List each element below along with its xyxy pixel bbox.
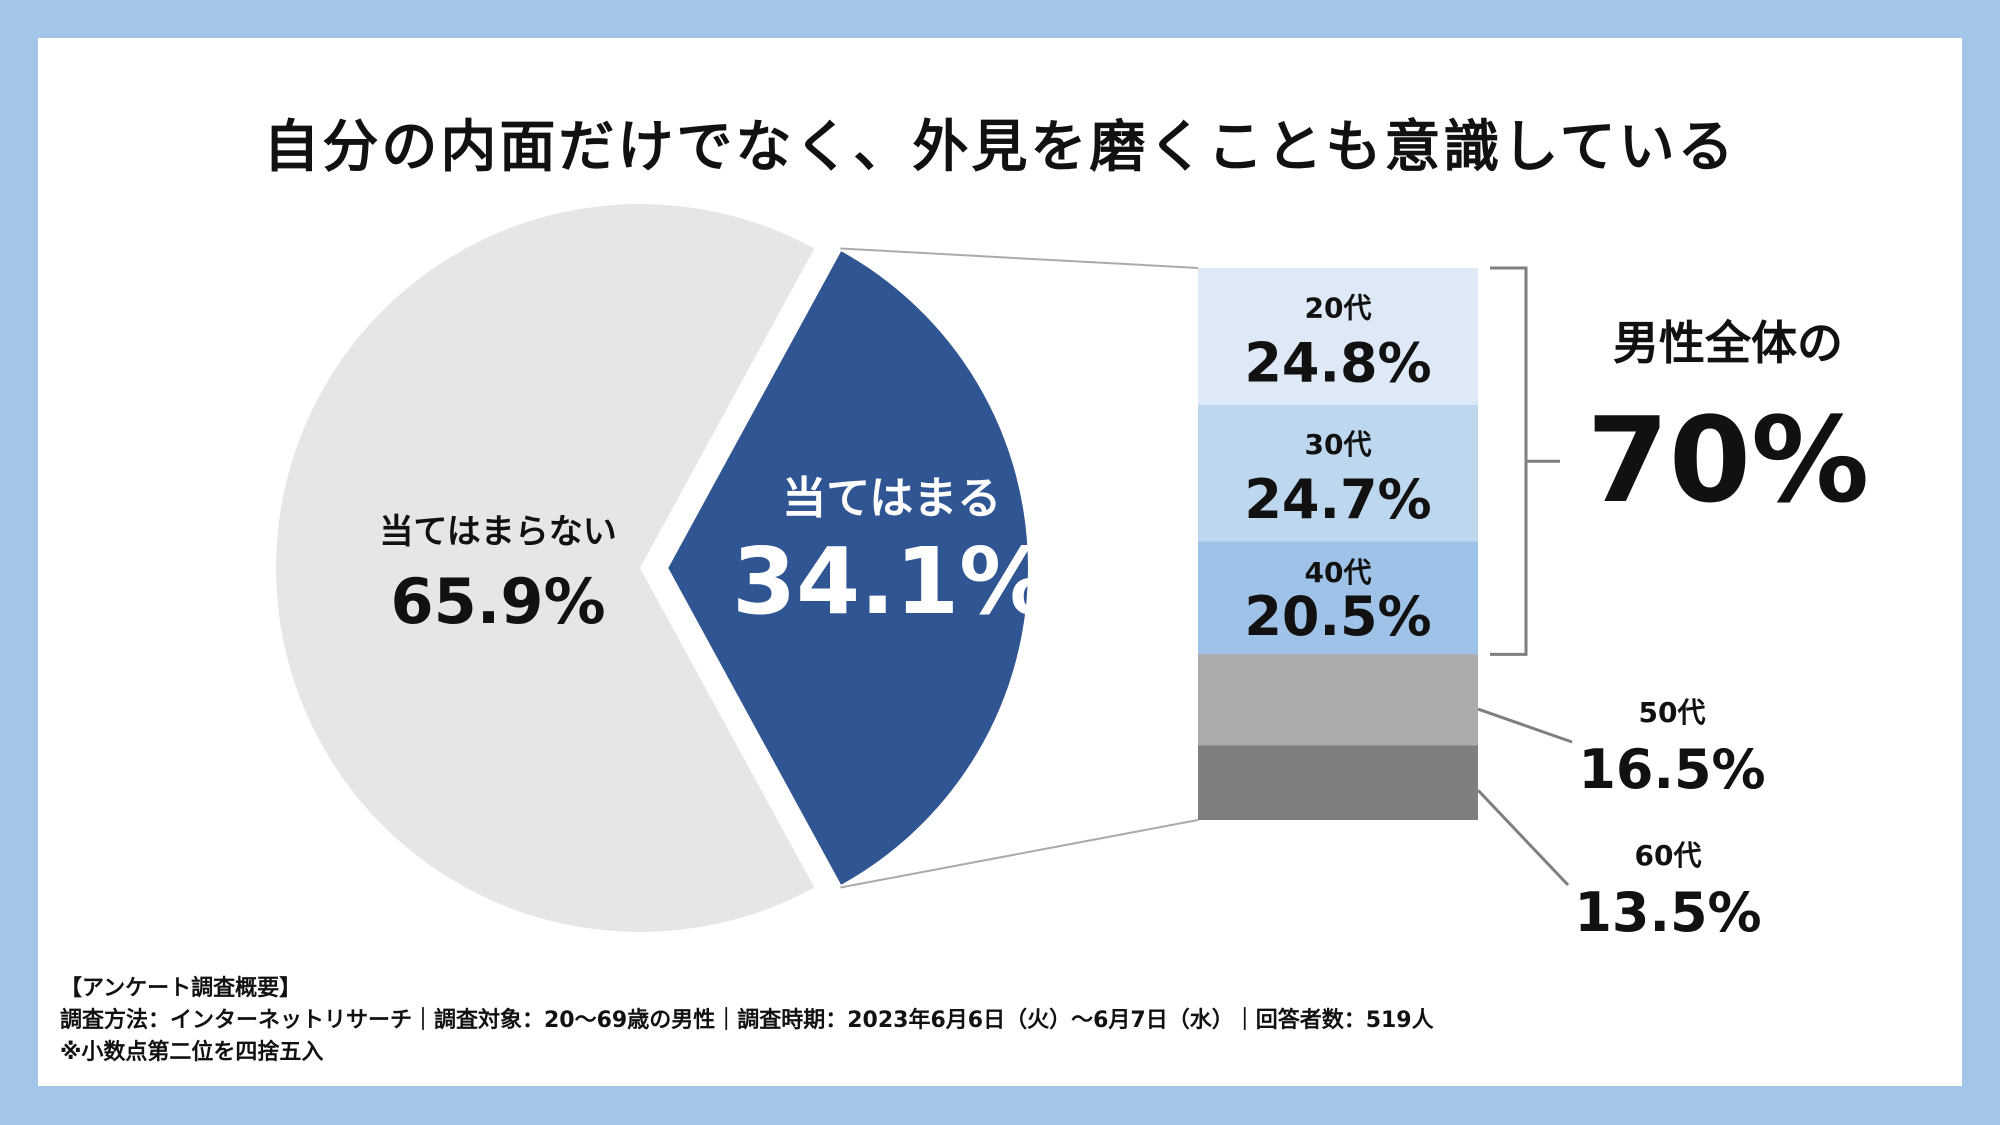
bar-segment bbox=[1198, 404, 1478, 542]
bar-segment-value: 24.7% bbox=[1244, 468, 1431, 531]
connector-line-top bbox=[840, 247, 1199, 269]
bar-segment-label: 30代 bbox=[1305, 428, 1372, 461]
pie-label-no: 当てはまらない bbox=[379, 512, 616, 552]
bar-segment-label: 20代 bbox=[1305, 291, 1372, 324]
bar-segment bbox=[1198, 745, 1478, 820]
bar-segment-value: 20.5% bbox=[1244, 585, 1431, 648]
bar-segment bbox=[1198, 541, 1478, 655]
bar-leader-line bbox=[1477, 707, 1573, 744]
survey-note: ※小数点第二位を四捨五入 bbox=[60, 1040, 324, 1065]
survey-heading: 【アンケート調査概要】 bbox=[60, 976, 302, 1001]
bar-segment-value: 13.5% bbox=[1574, 881, 1761, 944]
bar-segment-label: 50代 bbox=[1639, 696, 1706, 729]
pie-label-yes: 当てはまる bbox=[782, 473, 1001, 524]
bracket bbox=[1490, 266, 1528, 656]
chart-card: 自分の内面だけでなく、外見を磨くことも意識している 当てはまらない 65.9% 当て… bbox=[38, 38, 1962, 1086]
bar-leader-line bbox=[1476, 789, 1570, 887]
pie-value-yes: 34.1% bbox=[732, 528, 1051, 635]
bar-segment bbox=[1198, 268, 1478, 405]
pie-slice-yes bbox=[663, 245, 1032, 891]
pie-slice-no bbox=[276, 203, 815, 933]
bar-segment-value: 24.8% bbox=[1244, 332, 1431, 395]
bar-segment bbox=[1198, 654, 1478, 746]
survey-overview: 【アンケート調査概要】 調査方法：インターネットリサーチ｜調査対象：20～69歳… bbox=[60, 973, 1434, 1069]
bar-segment-value: 16.5% bbox=[1578, 738, 1765, 801]
pie-value-no: 65.9% bbox=[390, 565, 605, 638]
bar-segment-label: 40代 bbox=[1305, 556, 1372, 589]
annotation-label: 男性全体の bbox=[1613, 316, 1843, 370]
annotation-value: 70% bbox=[1587, 391, 1869, 529]
connector-line-bottom bbox=[840, 819, 1199, 889]
survey-details: 調査方法：インターネットリサーチ｜調査対象：20～69歳の男性｜調査時期：202… bbox=[60, 1008, 1434, 1033]
bar-segment-label: 60代 bbox=[1635, 839, 1702, 872]
chart-title: 自分の内面だけでなく、外見を磨くことも意識している bbox=[263, 115, 1737, 180]
